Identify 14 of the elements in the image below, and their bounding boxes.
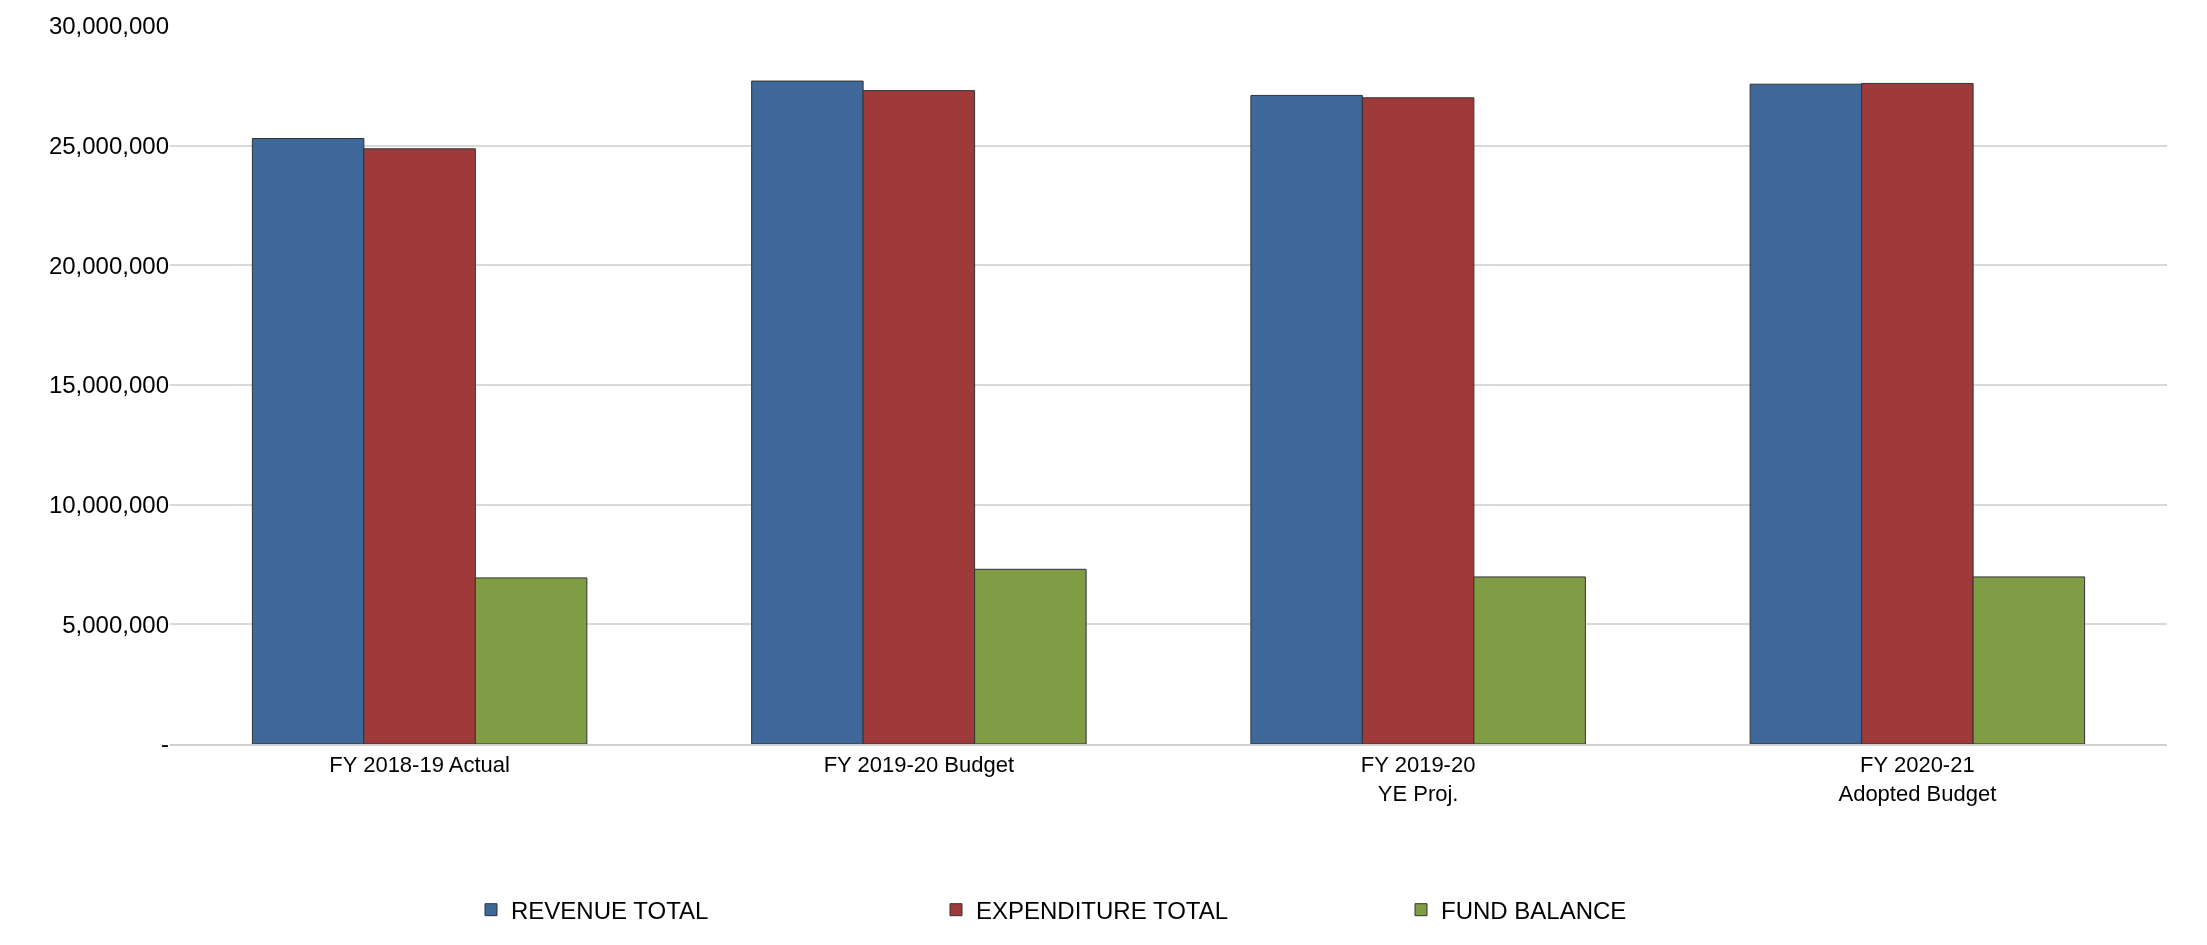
y-tick-label: 25,000,000 [48,132,169,160]
y-tick-label: 5,000,000 [62,610,169,638]
y-tick-label: - [161,730,169,758]
legend-label: FUND BALANCE [1441,897,1627,925]
legend-label: REVENUE TOTAL [511,897,709,925]
y-tick-label: 10,000,000 [48,491,169,519]
x-tick-label: FY 2020-21 Adopted Budget [1838,752,1997,806]
y-tick-label: 30,000,000 [48,12,169,40]
y-tick-label: 15,000,000 [48,371,169,399]
legend-label: EXPENDITURE TOTAL [976,897,1229,925]
y-tick-label: 20,000,000 [48,251,169,279]
x-tick-label: FY 2019-20 YE Proj. [1360,752,1476,806]
x-tick-label: FY 2019-20 Budget [823,752,1015,778]
x-tick-label: FY 2018-19 Actual [329,752,510,778]
